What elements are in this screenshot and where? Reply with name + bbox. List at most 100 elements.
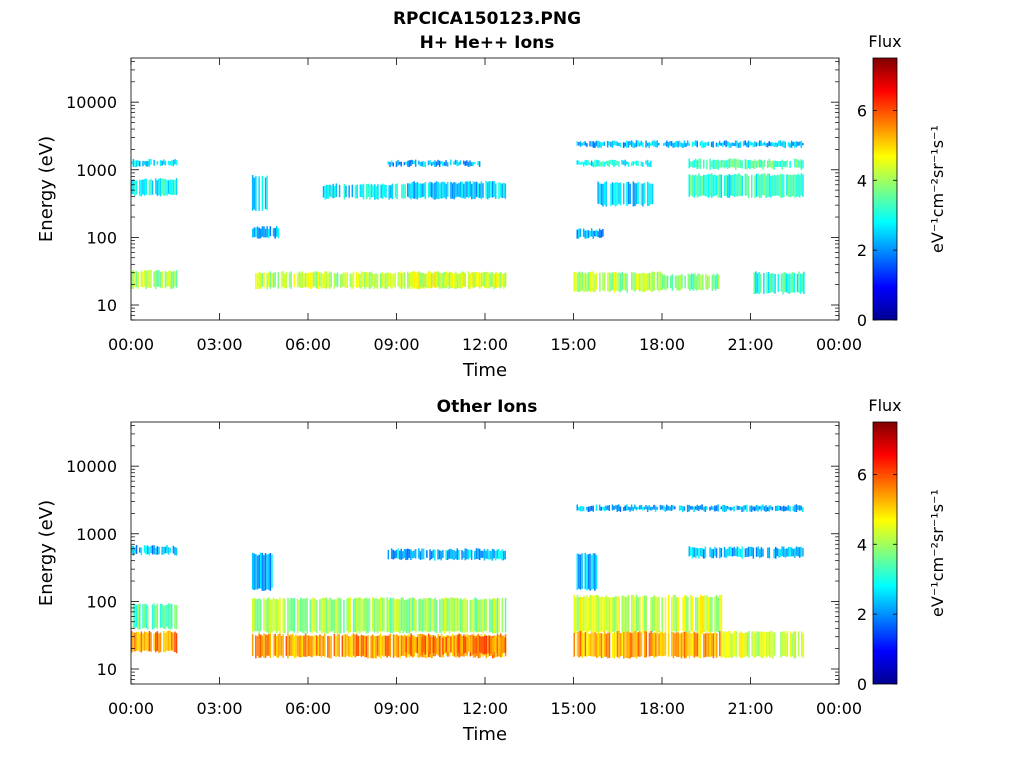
flux-cell [443, 182, 446, 198]
flux-cell [727, 631, 729, 658]
flux-cell [432, 637, 435, 653]
flux-cell [624, 272, 627, 291]
flux-cell [784, 506, 786, 512]
flux-cell [266, 175, 268, 211]
flux-cell [621, 595, 623, 633]
flux-cell [712, 159, 715, 169]
flux-cell [498, 273, 500, 288]
flux-cell [725, 140, 727, 148]
flux-cell [330, 272, 332, 288]
flux-cell [751, 160, 753, 168]
flux-cell [167, 547, 170, 555]
flux-cell [603, 182, 606, 205]
spectrogram-band [131, 630, 178, 654]
flux-cell [175, 270, 178, 288]
flux-cell [579, 141, 582, 147]
flux-cell [656, 271, 659, 290]
flux-cell [256, 273, 259, 290]
flux-cell [725, 631, 728, 658]
flux-cell [792, 506, 794, 512]
flux-cell [608, 272, 611, 293]
flux-cell [288, 635, 291, 656]
flux-cell [666, 504, 668, 511]
flux-cell [693, 141, 695, 146]
flux-cell [674, 506, 676, 510]
flux-cell [412, 597, 414, 631]
flux-cell [470, 162, 473, 166]
flux-cell [368, 272, 371, 289]
flux-cell [364, 635, 366, 658]
flux-cell [578, 228, 580, 239]
flux-cell [613, 632, 615, 659]
flux-cell [794, 141, 796, 148]
flux-cell [174, 604, 176, 629]
flux-cell [675, 597, 678, 633]
flux-cell [665, 276, 667, 291]
flux-cell [648, 142, 650, 149]
flux-cell [672, 632, 675, 659]
flux-cell [752, 506, 754, 511]
flux-cell [693, 631, 695, 658]
flux-cell [709, 597, 711, 633]
flux-cell [702, 142, 705, 148]
flux-cell [600, 142, 602, 148]
flux-cell [726, 505, 729, 510]
flux-cell [258, 176, 260, 211]
flux-cell [696, 548, 699, 556]
flux-cell [491, 637, 494, 655]
flux-cell [799, 273, 802, 294]
flux-cell [779, 173, 782, 198]
flux-cell [443, 274, 446, 289]
flux-cell [166, 272, 168, 287]
flux-cell [421, 637, 423, 655]
flux-cell [717, 159, 719, 170]
flux-cell [396, 634, 398, 658]
flux-cell [699, 175, 702, 196]
flux-cell [739, 506, 742, 510]
flux-cell [365, 636, 368, 658]
flux-cell [134, 547, 136, 554]
flux-cell [306, 272, 308, 288]
flux-cell [583, 596, 585, 631]
flux-cell [324, 271, 326, 288]
flux-cell [381, 636, 384, 656]
flux-cell [132, 158, 135, 167]
flux-cell [482, 636, 484, 655]
flux-cell [587, 597, 590, 632]
flux-cell [643, 182, 646, 204]
spectrogram-band [688, 546, 804, 559]
flux-cell [766, 272, 768, 294]
flux-cell [595, 504, 598, 511]
flux-cell [629, 141, 631, 146]
flux-cell [579, 272, 582, 292]
flux-cell [658, 633, 660, 656]
flux-cell [738, 159, 740, 168]
flux-cell [624, 597, 627, 634]
flux-cell [293, 598, 296, 633]
flux-cell [712, 506, 714, 511]
flux-cell [744, 159, 747, 170]
flux-cell [453, 550, 455, 561]
flux-cell [771, 175, 774, 197]
flux-cell [637, 181, 639, 204]
flux-cell [301, 635, 304, 658]
flux-cell [664, 142, 666, 146]
flux-cell [690, 506, 692, 510]
flux-cell [156, 161, 159, 165]
flux-cell [356, 184, 358, 199]
flux-cell [295, 634, 297, 658]
flux-cell [161, 271, 163, 289]
flux-cell [642, 272, 644, 293]
flux-cell [395, 161, 398, 168]
flux-cell [579, 554, 582, 590]
flux-cell [653, 595, 655, 631]
flux-cell [454, 551, 457, 559]
flux-cell [463, 272, 465, 287]
flux-cell [340, 274, 342, 288]
flux-cell [343, 183, 346, 200]
flux-cell [348, 636, 350, 657]
flux-cell [431, 274, 433, 289]
flux-cell [477, 548, 479, 560]
flux-cell [263, 597, 265, 631]
colorbar-units: eV⁻¹cm⁻²sr⁻¹s⁻¹ [928, 125, 947, 253]
